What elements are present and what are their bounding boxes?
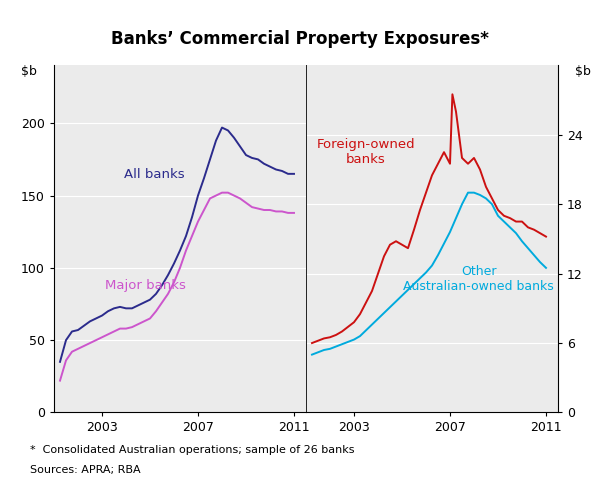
Text: Major banks: Major banks	[105, 280, 185, 292]
Text: $b: $b	[575, 65, 591, 78]
Text: Foreign-owned
banks: Foreign-owned banks	[317, 138, 415, 166]
Text: Banks’ Commercial Property Exposures*: Banks’ Commercial Property Exposures*	[111, 30, 489, 48]
Text: Other
Australian-owned banks: Other Australian-owned banks	[403, 266, 554, 293]
Text: Sources: APRA; RBA: Sources: APRA; RBA	[30, 465, 140, 475]
Text: *  Consolidated Australian operations; sample of 26 banks: * Consolidated Australian operations; sa…	[30, 445, 355, 455]
Text: All banks: All banks	[124, 168, 185, 181]
Text: $b: $b	[21, 65, 37, 78]
